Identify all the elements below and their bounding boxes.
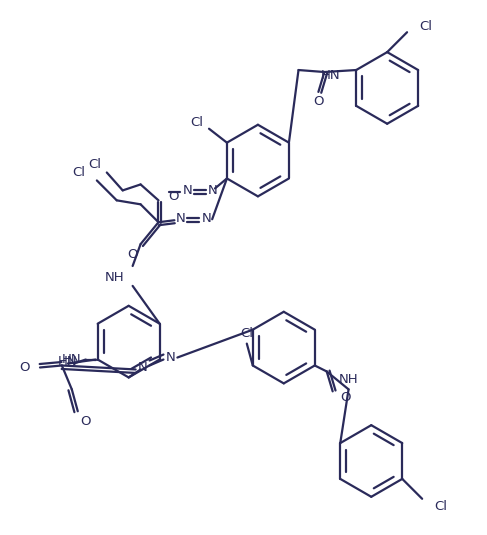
Text: N: N [166, 351, 175, 364]
Text: N: N [208, 184, 218, 197]
Text: O: O [169, 190, 179, 203]
Text: HN: HN [58, 355, 78, 368]
Text: Cl: Cl [88, 158, 101, 171]
Text: Cl: Cl [190, 116, 204, 129]
Text: Cl: Cl [72, 166, 85, 179]
Text: O: O [313, 95, 324, 109]
Text: N: N [138, 361, 148, 374]
Text: N: N [201, 212, 211, 225]
Text: N: N [182, 184, 192, 197]
Text: Cl: Cl [240, 327, 253, 340]
Text: O: O [19, 361, 30, 374]
Text: NH: NH [105, 271, 125, 285]
Text: HN: HN [320, 70, 340, 82]
Text: NH: NH [338, 373, 358, 386]
Text: O: O [340, 391, 351, 404]
Text: HN: HN [62, 353, 82, 366]
Text: O: O [80, 415, 90, 427]
Text: O: O [128, 248, 138, 261]
Text: Cl: Cl [434, 500, 447, 513]
Text: Cl: Cl [419, 20, 432, 33]
Text: N: N [175, 212, 185, 225]
